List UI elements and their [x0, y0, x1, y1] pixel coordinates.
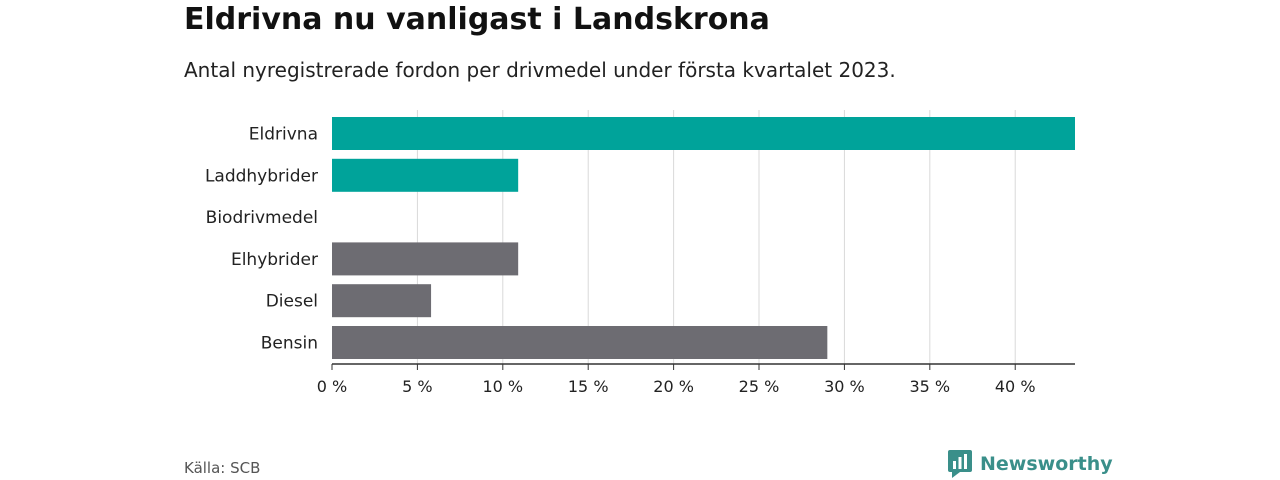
- category-label: Eldrivna: [249, 125, 318, 145]
- category-labels: Eldrivna Laddhybrider Biodrivmedel Elhybrid…: [205, 125, 318, 354]
- bar-diesel: [332, 284, 432, 318]
- brand-logo: Newsworthy: [948, 450, 1113, 478]
- x-tick-label: 5 %: [402, 377, 432, 396]
- bar-elhybrider: [332, 242, 519, 276]
- bar-bensin: [332, 326, 828, 359]
- source-note: Källa: SCB: [184, 459, 261, 477]
- bar-eldrivna: [332, 117, 1075, 150]
- x-tick-label: 10 %: [482, 377, 523, 396]
- x-tick-label: 35 %: [909, 377, 950, 396]
- bar-laddhybrider: [332, 158, 519, 192]
- x-tick-label: 30 %: [824, 377, 865, 396]
- category-label: Bensin: [261, 334, 318, 354]
- chart-subtitle: Antal nyregistrerade fordon per drivmede…: [184, 58, 896, 82]
- bar-chart-logo-icon: [948, 450, 972, 478]
- bars: [332, 117, 1075, 359]
- category-label: Elhybrider: [231, 250, 318, 270]
- x-tick-label: 25 %: [739, 377, 780, 396]
- x-tick-label: 15 %: [568, 377, 609, 396]
- category-label: Laddhybrider: [205, 166, 318, 186]
- chart-title: Eldrivna nu vanligast i Landskrona: [184, 2, 770, 37]
- x-tick-label: 0 %: [317, 377, 347, 396]
- brand-name: Newsworthy: [980, 453, 1113, 475]
- x-tick-label: 20 %: [653, 377, 694, 396]
- grid-lines: [416, 110, 1016, 364]
- x-axis: 0 % 5 % 10 % 15 % 20 % 25 % 30 % 35 % 40 %: [317, 363, 1075, 396]
- x-tick-label: 40 %: [995, 377, 1036, 396]
- category-label: Diesel: [266, 292, 318, 312]
- category-label: Biodrivmedel: [206, 208, 318, 228]
